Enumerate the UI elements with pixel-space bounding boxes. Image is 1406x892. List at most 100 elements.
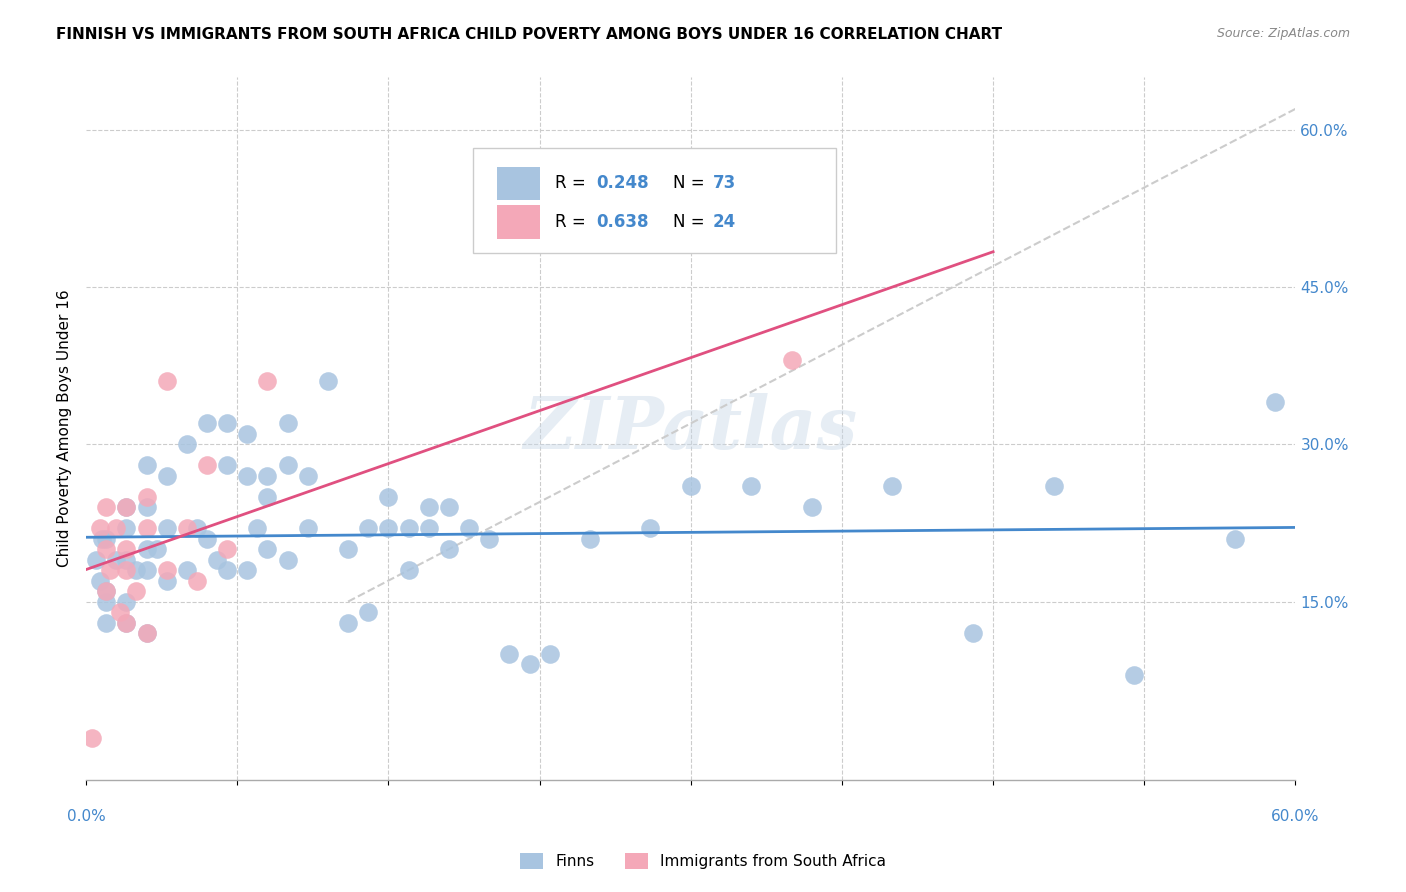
Bar [498, 167, 540, 201]
Point [418, 521, 440, 535]
Point [277, 417, 299, 431]
Point [135, 521, 157, 535]
Y-axis label: Child Poverty Among Boys Under 16: Child Poverty Among Boys Under 16 [58, 290, 72, 567]
Text: N =: N = [672, 213, 710, 231]
Point [205, 552, 228, 566]
Point [277, 552, 299, 566]
Point [740, 479, 762, 493]
Point [297, 468, 319, 483]
Point [195, 458, 218, 473]
Text: ZIPatlas: ZIPatlas [523, 393, 858, 464]
Text: N =: N = [672, 175, 710, 193]
Point [135, 563, 157, 577]
Point [115, 521, 138, 535]
Point [96, 500, 118, 515]
Point [156, 375, 179, 389]
Point [316, 375, 339, 389]
Point [91, 532, 114, 546]
Point [195, 532, 218, 546]
Bar [498, 205, 540, 239]
Point [115, 500, 138, 515]
Point [135, 542, 157, 557]
Point [962, 626, 984, 640]
Point [780, 353, 803, 368]
Point [256, 468, 278, 483]
Text: 0.0%: 0.0% [66, 809, 105, 824]
Text: 0.248: 0.248 [596, 175, 650, 193]
Text: 0.638: 0.638 [596, 213, 650, 231]
Point [135, 458, 157, 473]
Text: 60.0%: 60.0% [1271, 809, 1320, 824]
Point [1223, 532, 1246, 546]
Point [800, 500, 823, 515]
Point [115, 594, 138, 608]
Point [98, 563, 121, 577]
Point [96, 532, 118, 546]
Point [217, 417, 239, 431]
Text: FINNISH VS IMMIGRANTS FROM SOUTH AFRICA CHILD POVERTY AMONG BOYS UNDER 16 CORREL: FINNISH VS IMMIGRANTS FROM SOUTH AFRICA … [56, 27, 1002, 42]
Point [679, 479, 702, 493]
Point [105, 552, 128, 566]
Point [96, 542, 118, 557]
Point [115, 500, 138, 515]
Text: 73: 73 [713, 175, 735, 193]
Point [125, 584, 148, 599]
Text: R =: R = [555, 175, 592, 193]
Point [145, 542, 167, 557]
Point [337, 542, 360, 557]
Point [882, 479, 904, 493]
Point [458, 521, 481, 535]
Point [377, 521, 399, 535]
Point [115, 615, 138, 630]
Text: R =: R = [555, 213, 592, 231]
Point [1123, 668, 1146, 682]
Point [84, 552, 107, 566]
Point [297, 521, 319, 535]
Point [217, 563, 239, 577]
Point [176, 563, 198, 577]
Point [277, 458, 299, 473]
Point [82, 731, 104, 745]
Point [357, 605, 380, 619]
Point [1264, 395, 1286, 409]
Legend: Finns, Immigrants from South Africa: Finns, Immigrants from South Africa [515, 847, 891, 875]
Point [115, 542, 138, 557]
Point [337, 615, 360, 630]
Text: Source: ZipAtlas.com: Source: ZipAtlas.com [1216, 27, 1350, 40]
Point [156, 574, 179, 588]
Point [538, 647, 561, 661]
Point [579, 532, 602, 546]
Point [105, 521, 128, 535]
Point [236, 426, 259, 441]
Point [115, 563, 138, 577]
Point [135, 500, 157, 515]
Point [156, 563, 179, 577]
Point [135, 490, 157, 504]
Point [156, 521, 179, 535]
Point [377, 490, 399, 504]
Point [256, 542, 278, 557]
Point [236, 563, 259, 577]
Point [186, 521, 208, 535]
Point [398, 521, 420, 535]
Point [195, 417, 218, 431]
Point [357, 521, 380, 535]
Point [156, 468, 179, 483]
Point [1042, 479, 1064, 493]
Point [519, 657, 541, 672]
Point [256, 375, 278, 389]
Point [498, 647, 520, 661]
Point [398, 563, 420, 577]
Point [246, 521, 269, 535]
Point [135, 626, 157, 640]
Point [176, 521, 198, 535]
Point [96, 594, 118, 608]
Point [418, 500, 440, 515]
Point [96, 584, 118, 599]
Point [437, 500, 460, 515]
Point [236, 468, 259, 483]
Point [96, 584, 118, 599]
Point [176, 437, 198, 451]
Point [135, 626, 157, 640]
Point [96, 615, 118, 630]
